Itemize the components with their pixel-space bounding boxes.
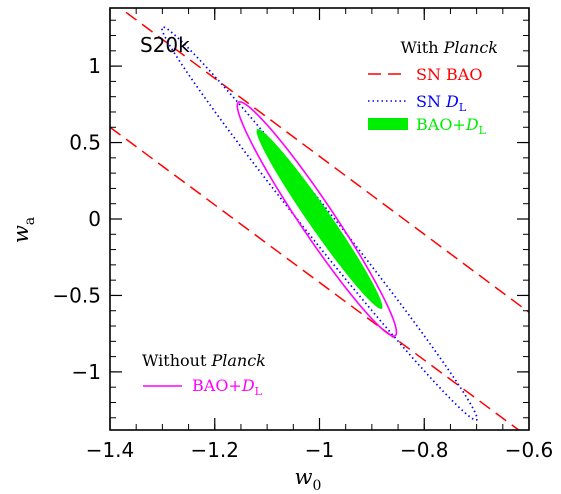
x-tick-label: −1 [305,438,334,462]
legend-label-sn-dl: SN DL [416,92,467,114]
y-tick-label: 0.5 [69,131,101,155]
y-tick-label: 0 [88,207,101,231]
legend-swatch-bao-dl [368,118,408,130]
x-tick-label: −0.8 [400,438,449,462]
legend-label-sn-bao: SN BAO [416,65,482,84]
series-bao-d-l-without-planck-contour [236,101,398,337]
x-axis-subscript: 0 [313,478,322,494]
y-axis-subscript: a [22,217,38,225]
y-tick-label: −1 [72,360,101,384]
series-sn-bao-upper-line [119,8,529,313]
legend-label-bao-dl: BAO+DL [416,115,487,137]
legend-without-heading: Without Planck [142,351,266,370]
legend-with-planck: With Planck SN BAO SN DL BAO+DL [368,38,498,137]
x-tick-label: −1.2 [190,438,239,462]
x-axis-title: w0 [295,465,322,494]
y-tick-label: −0.5 [52,283,101,307]
y-tick-label: 1 [88,54,101,78]
axis-ticks: −1.4 −1.2 −1 −0.8 −0.6 −1 −0.5 0 0.5 1 [52,8,553,462]
x-tick-label: −0.6 [505,438,554,462]
series-sn-bao-lower-line [110,126,520,430]
y-axis-title: wa [9,217,38,243]
series-bao-d-l-with-planck-contour [256,129,383,309]
legend-label-bao-dl-without: BAO+DL [192,376,263,398]
panel-label: S20k [140,33,190,57]
legend-with-heading: With Planck [401,38,499,57]
y-axis-symbol: w [9,225,33,243]
x-axis-symbol: w [295,465,313,489]
legend-without-planck: Without Planck BAO+DL [142,351,266,398]
plot-data [110,8,529,430]
x-tick-label: −1.4 [86,438,135,462]
